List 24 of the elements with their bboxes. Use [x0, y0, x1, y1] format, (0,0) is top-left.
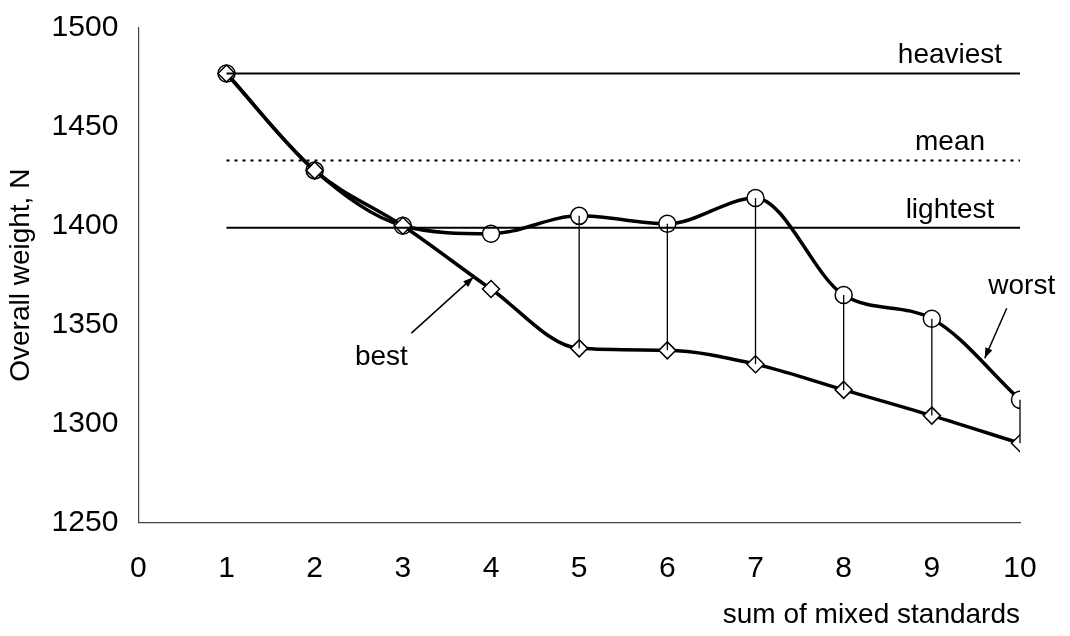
x-tick-label: 10 — [1003, 549, 1037, 583]
y-tick-label: 1450 — [51, 108, 119, 142]
x-tick-label: 7 — [747, 549, 764, 583]
x-tick-label: 1 — [218, 549, 235, 583]
x-tick-label: 6 — [658, 549, 676, 583]
ref-line-label: mean — [914, 125, 986, 157]
y-tick-label: 1400 — [51, 207, 119, 241]
x-tick-label: 4 — [482, 549, 500, 583]
x-tick-label: 9 — [923, 549, 941, 583]
y-tick-label: 1250 — [51, 503, 119, 537]
y-tick-label: 1300 — [51, 404, 119, 438]
y-tick-label: 1350 — [51, 305, 119, 339]
y-tick-label: 1500 — [51, 9, 119, 43]
x-tick-label: 2 — [306, 549, 324, 583]
x-tick-label: 5 — [570, 549, 588, 583]
x-axis-title: sum of mixed standards — [722, 597, 1020, 629]
x-tick-label: 0 — [129, 549, 147, 583]
annotation: best — [354, 339, 409, 371]
y-axis-title: Overall weight, N — [3, 168, 35, 382]
x-tick-label: 3 — [394, 549, 412, 583]
ref-line-label: lightest — [905, 192, 995, 224]
x-tick-label: 8 — [835, 549, 853, 583]
ref-line-label: heaviest — [897, 38, 1003, 70]
annotation: worst — [987, 268, 1056, 300]
